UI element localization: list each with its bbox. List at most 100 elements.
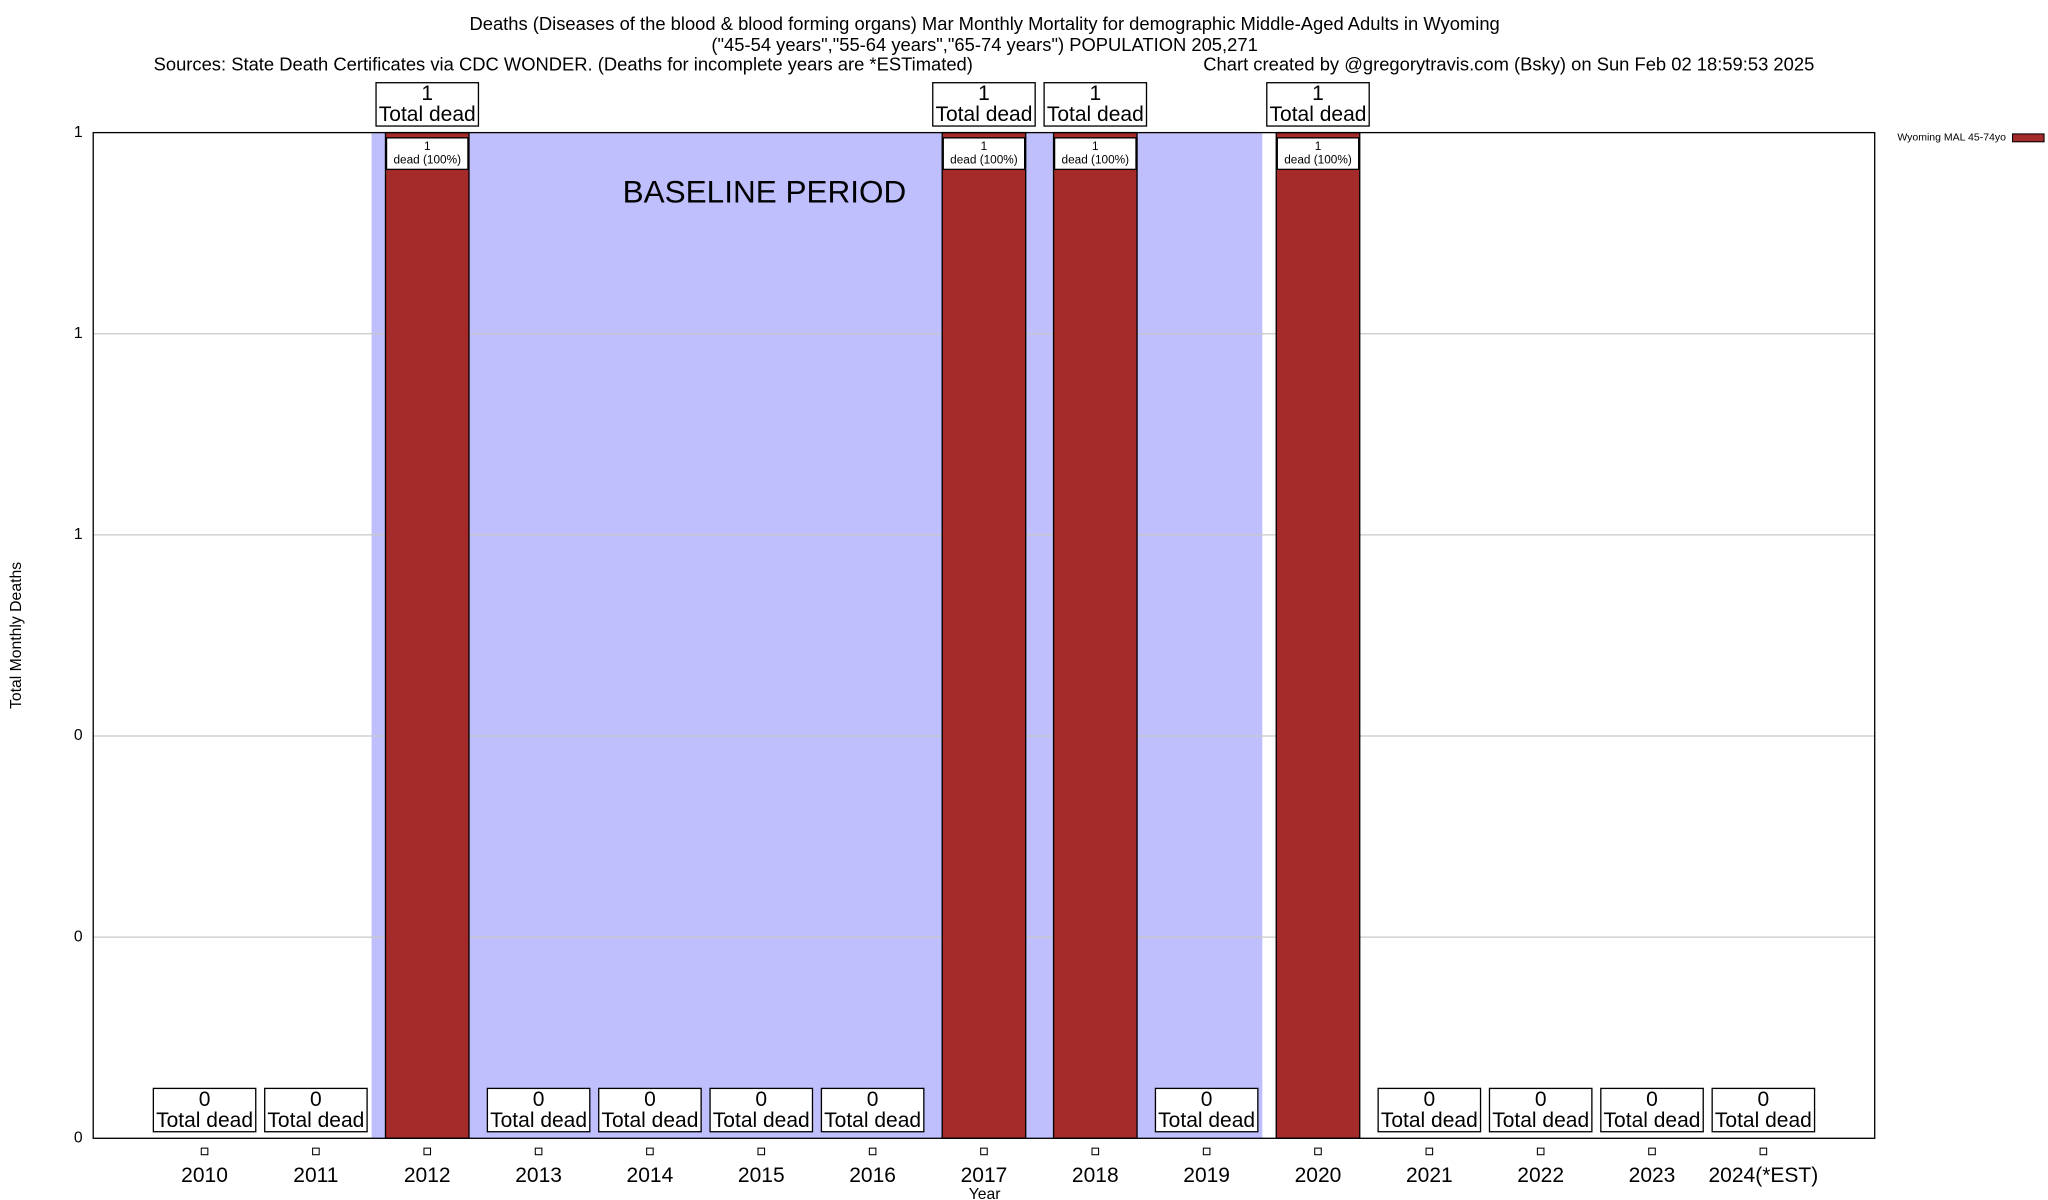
x-tick-mark xyxy=(423,1147,432,1156)
inner-label: 1 xyxy=(981,139,988,153)
y-axis-label: Total Monthly Deaths xyxy=(8,562,25,709)
total-label: Total dead xyxy=(1604,1109,1701,1132)
x-tick-label: 2010 xyxy=(181,1164,228,1187)
total-label: Total dead xyxy=(1381,1109,1478,1132)
x-tick-label: 2022 xyxy=(1517,1164,1564,1187)
total-label-box xyxy=(486,1087,591,1133)
total-label-box xyxy=(1488,1087,1593,1133)
chart-subtitle: ("45-54 years","55-64 years","65-74 year… xyxy=(711,34,1257,55)
inner-label: 1 xyxy=(424,139,431,153)
total-label: 0 xyxy=(755,1088,767,1111)
inner-label: 1 xyxy=(1092,139,1099,153)
total-label-box xyxy=(1711,1087,1816,1133)
total-label: 0 xyxy=(1423,1088,1435,1111)
total-label: 0 xyxy=(1535,1088,1547,1111)
total-label: 1 xyxy=(421,82,433,105)
total-label: 0 xyxy=(1201,1088,1213,1111)
total-label: 1 xyxy=(978,82,990,105)
x-tick-label: 2024(*EST) xyxy=(1709,1164,1819,1187)
x-tick-mark xyxy=(868,1147,877,1156)
x-tick-mark xyxy=(534,1147,543,1156)
total-label: 0 xyxy=(1758,1088,1770,1111)
total-label-box xyxy=(1043,82,1148,127)
x-axis-label: Year xyxy=(969,1186,1001,1200)
total-label: 0 xyxy=(199,1088,211,1111)
inner-label: dead (100%) xyxy=(950,152,1018,166)
x-tick-mark xyxy=(1425,1147,1434,1156)
x-tick-label: 2017 xyxy=(961,1164,1008,1187)
plot-frame xyxy=(92,131,1876,1139)
x-tick-mark xyxy=(1091,1147,1100,1156)
total-label: Total dead xyxy=(490,1109,587,1132)
total-label-box xyxy=(709,1087,814,1133)
total-label-box xyxy=(264,1087,368,1133)
x-tick-mark xyxy=(1202,1147,1211,1156)
x-tick-label: 2014 xyxy=(627,1164,674,1187)
y-tick-label: 0 xyxy=(74,1129,83,1146)
total-label: 0 xyxy=(1646,1088,1658,1111)
legend-label: Wyoming MAL 45-74yo xyxy=(1897,132,2006,144)
x-tick-label: 2012 xyxy=(404,1164,451,1187)
total-label-box xyxy=(932,82,1036,127)
inner-label: dead (100%) xyxy=(1284,152,1352,166)
x-tick-mark xyxy=(1648,1147,1656,1156)
total-label: Total dead xyxy=(267,1109,364,1132)
total-label: Total dead xyxy=(156,1109,253,1132)
x-tick-mark xyxy=(1536,1147,1545,1156)
total-label: Total dead xyxy=(1492,1109,1589,1132)
x-tick-label: 2013 xyxy=(515,1164,562,1187)
x-tick-mark xyxy=(1314,1147,1322,1156)
credit-note: Chart created by @gregorytravis.com (Bsk… xyxy=(1203,54,1814,75)
source-note: Sources: State Death Certificates via CD… xyxy=(154,54,973,75)
inner-label-box xyxy=(385,137,469,171)
total-label: Total dead xyxy=(713,1109,810,1132)
total-label: 0 xyxy=(310,1088,322,1111)
x-tick-label: 2015 xyxy=(738,1164,785,1187)
total-label: Total dead xyxy=(1158,1109,1255,1132)
x-tick-label: 2018 xyxy=(1072,1164,1119,1187)
total-label: 0 xyxy=(867,1088,879,1111)
inner-label: dead (100%) xyxy=(393,152,461,166)
total-label: 0 xyxy=(644,1088,656,1111)
x-tick-label: 2021 xyxy=(1406,1164,1453,1187)
total-label: Total dead xyxy=(601,1109,698,1132)
y-tick-label: 0 xyxy=(74,928,83,945)
inner-label-box xyxy=(1276,137,1360,171)
y-tick-label: 1 xyxy=(74,325,83,342)
total-label: 1 xyxy=(1089,82,1101,105)
total-label: Total dead xyxy=(379,103,476,126)
x-tick-mark xyxy=(1759,1147,1768,1156)
x-tick-mark xyxy=(646,1147,654,1156)
inner-label-box xyxy=(1053,137,1137,171)
total-label-box xyxy=(1266,82,1370,127)
total-label: Total dead xyxy=(824,1109,921,1132)
total-label: Total dead xyxy=(1715,1109,1812,1132)
legend-swatch xyxy=(2012,133,2045,143)
total-label: Total dead xyxy=(935,103,1032,126)
total-label: Total dead xyxy=(1270,103,1367,126)
x-tick-label: 2019 xyxy=(1183,1164,1230,1187)
y-tick-label: 0 xyxy=(74,727,83,744)
baseline-label: BASELINE PERIOD xyxy=(623,174,907,210)
inner-label: 1 xyxy=(1315,139,1322,153)
bar xyxy=(384,131,470,1139)
inner-label: dead (100%) xyxy=(1062,152,1130,166)
bar xyxy=(941,131,1027,1139)
total-label-box xyxy=(1154,1087,1259,1133)
chart-title: Deaths (Diseases of the blood & blood fo… xyxy=(469,13,1499,34)
x-tick-mark xyxy=(312,1147,320,1156)
total-label: 0 xyxy=(533,1088,545,1111)
total-label-box xyxy=(1600,1087,1704,1133)
x-tick-label: 2020 xyxy=(1295,1164,1342,1187)
total-label-box xyxy=(375,82,480,127)
bar xyxy=(1275,131,1361,1139)
total-label-box xyxy=(598,1087,702,1133)
inner-label-box xyxy=(942,137,1026,171)
x-tick-mark xyxy=(757,1147,766,1156)
total-label: 1 xyxy=(1312,82,1324,105)
bar xyxy=(1052,131,1138,1139)
total-label-box xyxy=(1377,1087,1482,1133)
x-tick-mark xyxy=(200,1147,209,1156)
